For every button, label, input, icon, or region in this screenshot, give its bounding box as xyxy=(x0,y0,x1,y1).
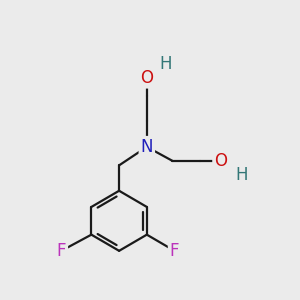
Text: F: F xyxy=(170,242,179,260)
Text: O: O xyxy=(140,69,153,87)
Text: N: N xyxy=(141,138,153,156)
Text: H: H xyxy=(235,166,248,184)
Text: H: H xyxy=(159,55,172,73)
Text: F: F xyxy=(57,242,66,260)
Text: O: O xyxy=(214,152,227,170)
